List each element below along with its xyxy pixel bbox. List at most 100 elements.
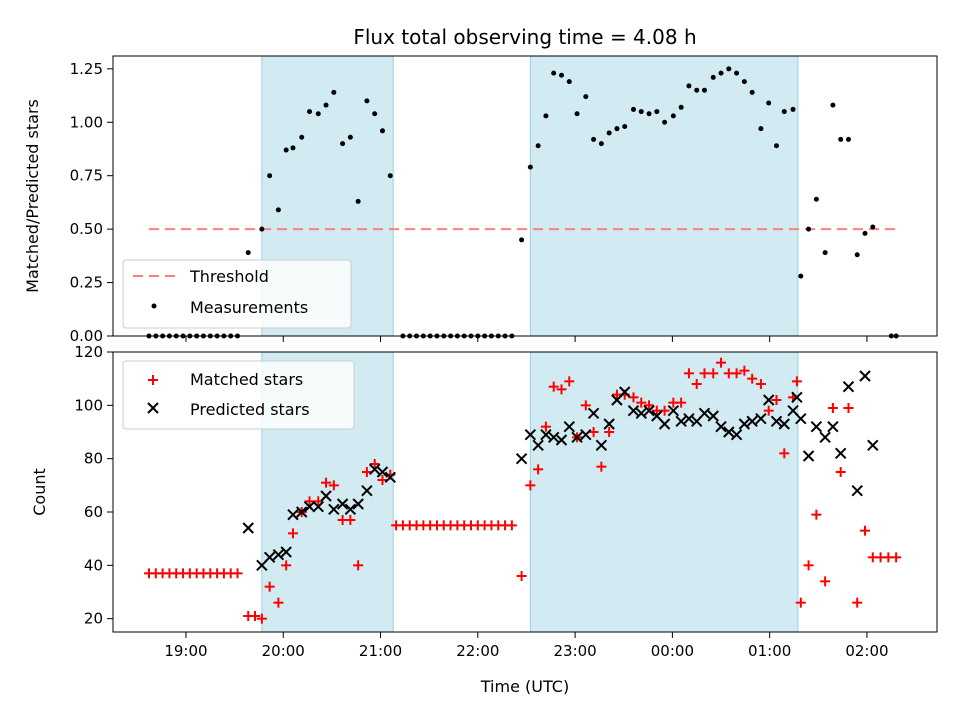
matched-star-point <box>506 520 517 531</box>
bottom-plot-frame <box>112 351 938 633</box>
measurement-point <box>646 111 652 117</box>
bottom-panel: 20 40 60 80 100 120 19:00 20:00 21:00 22:00 23:00… <box>30 343 938 696</box>
bottom-y-axis-label: Count <box>30 468 49 516</box>
measurement-point <box>766 100 772 106</box>
measurement-point <box>387 173 393 179</box>
y-tick-label: 0.75 <box>70 167 103 185</box>
predicted-star-point <box>619 386 631 398</box>
x-tick-label: 22:00 <box>456 642 499 660</box>
x-tick-label: 01:00 <box>748 642 791 660</box>
predicted-star-point <box>352 498 364 510</box>
top-x-axis-ticks <box>185 336 868 342</box>
matched-star-point <box>739 365 750 376</box>
y-tick-label: 80 <box>84 450 103 468</box>
measurement-point <box>245 250 251 256</box>
matched-star-point <box>273 597 284 608</box>
predicted-star-point <box>336 498 349 510</box>
measurement-point <box>606 130 612 136</box>
predicted-star-point <box>524 428 537 441</box>
predicted-star-point <box>344 503 357 516</box>
matched-star-point <box>525 480 536 491</box>
measurement-point <box>670 113 676 119</box>
measurement-point <box>678 104 684 110</box>
matched-star-point <box>852 597 863 608</box>
matched-star-point <box>533 464 544 475</box>
measurement-point <box>307 109 313 115</box>
y-tick-label: 0.50 <box>70 220 103 238</box>
matched-star-point <box>708 368 719 379</box>
predicted-star-point <box>563 420 575 433</box>
legend-matched-swatch <box>148 375 158 385</box>
x-axis-label: Time (UTC) <box>480 677 569 696</box>
measurement-point <box>598 141 604 147</box>
measurement-point <box>558 72 564 78</box>
predicted-star-point <box>802 450 815 462</box>
matched-star-point <box>699 368 710 379</box>
predicted-star-point <box>242 522 254 534</box>
predicted-star-point <box>819 431 831 444</box>
predicted-star-point <box>296 506 308 518</box>
measurement-point <box>710 74 716 80</box>
predicted-star-point <box>762 394 775 406</box>
matched-star-point <box>345 515 356 525</box>
matched-stars-series <box>143 357 902 624</box>
predicted-star-point <box>867 439 879 452</box>
matched-star-point <box>763 405 774 416</box>
predicted-star-point <box>287 508 299 521</box>
predicted-star-point <box>368 463 381 476</box>
bottom-legend: Matched stars Predicted stars <box>122 360 355 430</box>
legend-predicted-swatch <box>147 402 159 414</box>
predicted-star-point <box>272 548 285 561</box>
predicted-star-point <box>627 404 640 417</box>
matched-star-point <box>596 461 607 472</box>
y-tick-label: 20 <box>84 610 103 628</box>
predicted-star-point <box>795 412 807 425</box>
top-shaded-intervals <box>261 55 799 337</box>
measurement-point <box>830 102 836 108</box>
matched-star-point <box>250 611 261 621</box>
measurement-point <box>758 126 764 132</box>
predicted-star-point <box>770 415 783 428</box>
predicted-star-point <box>643 404 655 417</box>
predicted-star-point <box>698 407 711 420</box>
matched-star-point <box>369 459 380 469</box>
matched-star-point <box>803 560 814 571</box>
predicted-star-point <box>715 420 727 433</box>
measurement-point <box>614 126 620 132</box>
measurement-point <box>283 147 289 153</box>
measurement-point <box>638 109 644 115</box>
x-tick-label: 20:00 <box>262 642 305 660</box>
measurement-point <box>686 83 692 89</box>
measurement-point <box>701 87 707 93</box>
top-y-axis: 0.00 0.25 0.50 0.75 1.00 1.25 <box>70 60 113 345</box>
matched-star-point <box>779 448 790 459</box>
bottom-x-axis: 19:00 20:00 21:00 22:00 23:00 00:00 01:00 02:00 <box>164 632 889 660</box>
y-tick-label: 0.00 <box>70 327 103 345</box>
predicted-star-point <box>555 434 568 446</box>
measurement-point <box>566 79 572 85</box>
measurement-point <box>838 136 844 142</box>
measurement-point <box>372 111 378 117</box>
measurement-point <box>781 109 787 115</box>
predicted-star-point <box>603 418 615 430</box>
y-tick-label: 1.25 <box>70 60 103 78</box>
y-tick-label: 60 <box>84 503 103 521</box>
top-legend-box <box>122 259 352 329</box>
legend-matched-label: Matched stars <box>190 370 303 389</box>
predicted-star-point <box>746 415 758 428</box>
predicted-star-point <box>834 447 847 460</box>
legend-threshold-label: Threshold <box>189 267 269 286</box>
measurement-point <box>862 230 868 236</box>
matched-star-point <box>731 368 742 379</box>
predicted-star-point <box>730 428 743 441</box>
matched-star-point <box>683 368 694 379</box>
predicted-stars-series <box>242 370 879 572</box>
matched-star-point <box>843 403 854 413</box>
measurement-point <box>527 164 533 170</box>
predicted-star-point <box>667 404 680 417</box>
matched-star-point <box>636 397 647 408</box>
matched-star-point <box>548 381 559 392</box>
predicted-star-point <box>540 428 552 441</box>
predicted-star-point <box>376 466 389 478</box>
matched-star-point <box>628 392 639 403</box>
